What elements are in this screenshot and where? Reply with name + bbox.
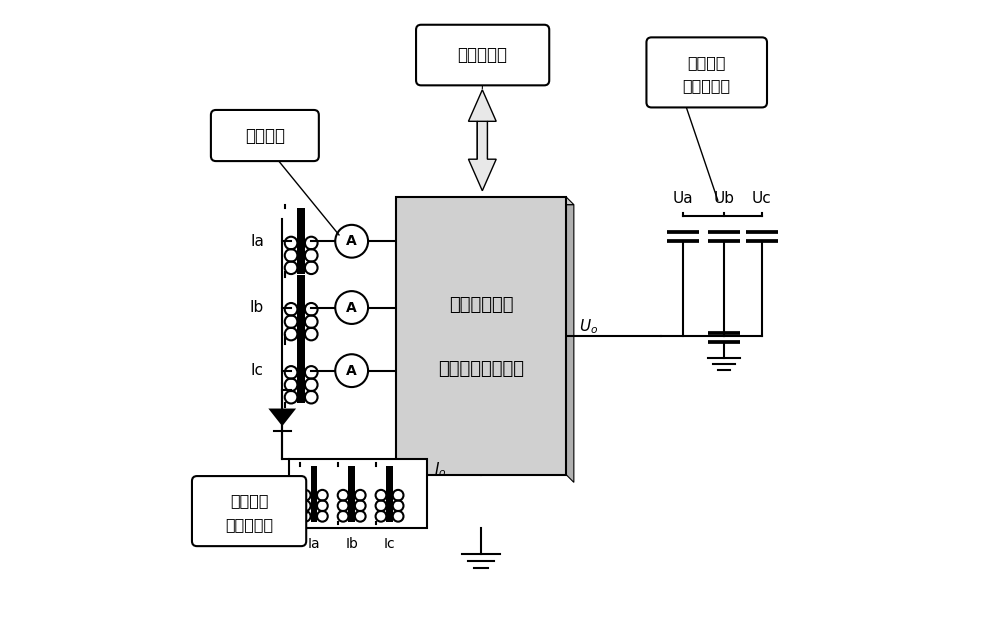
FancyBboxPatch shape — [211, 110, 319, 161]
FancyBboxPatch shape — [416, 25, 549, 86]
Text: 测量仪表: 测量仪表 — [245, 127, 285, 145]
Text: Ua: Ua — [673, 191, 693, 206]
Text: A: A — [346, 301, 357, 314]
Bar — [396, 197, 566, 475]
Bar — [297, 275, 305, 340]
Bar — [348, 466, 355, 522]
FancyBboxPatch shape — [192, 476, 306, 546]
Text: 保护测控一体装置: 保护测控一体装置 — [438, 360, 524, 378]
Bar — [386, 466, 393, 522]
Bar — [311, 466, 317, 522]
Text: 高压断路器: 高压断路器 — [458, 46, 508, 64]
Text: Ub: Ub — [714, 191, 735, 206]
Text: 电压传感器: 电压传感器 — [683, 78, 731, 93]
Text: 常规接地保护: 常规接地保护 — [449, 296, 513, 314]
Text: Ia: Ia — [250, 234, 264, 249]
Text: A: A — [346, 234, 357, 249]
Circle shape — [335, 225, 368, 257]
Circle shape — [335, 291, 368, 324]
Text: $U_o$: $U_o$ — [579, 317, 598, 336]
Text: A: A — [346, 364, 357, 378]
Polygon shape — [468, 90, 496, 159]
Text: 专用电压: 专用电压 — [687, 55, 726, 70]
Polygon shape — [403, 205, 574, 482]
Polygon shape — [396, 197, 574, 205]
Text: Ic: Ic — [384, 537, 395, 551]
Bar — [289, 459, 427, 529]
Text: Uc: Uc — [752, 191, 772, 206]
Circle shape — [335, 354, 368, 387]
Bar — [297, 209, 305, 274]
Text: Ib: Ib — [250, 300, 264, 315]
Text: 电流互感器: 电流互感器 — [225, 517, 273, 532]
Text: Ib: Ib — [345, 537, 358, 551]
Text: $I_o$: $I_o$ — [434, 460, 446, 479]
Bar — [297, 338, 305, 403]
Text: 专用零序: 专用零序 — [230, 493, 268, 508]
Text: Ic: Ic — [250, 363, 263, 378]
Polygon shape — [268, 408, 296, 426]
Text: Ia: Ia — [307, 537, 320, 551]
Polygon shape — [468, 121, 496, 191]
FancyBboxPatch shape — [646, 37, 767, 107]
